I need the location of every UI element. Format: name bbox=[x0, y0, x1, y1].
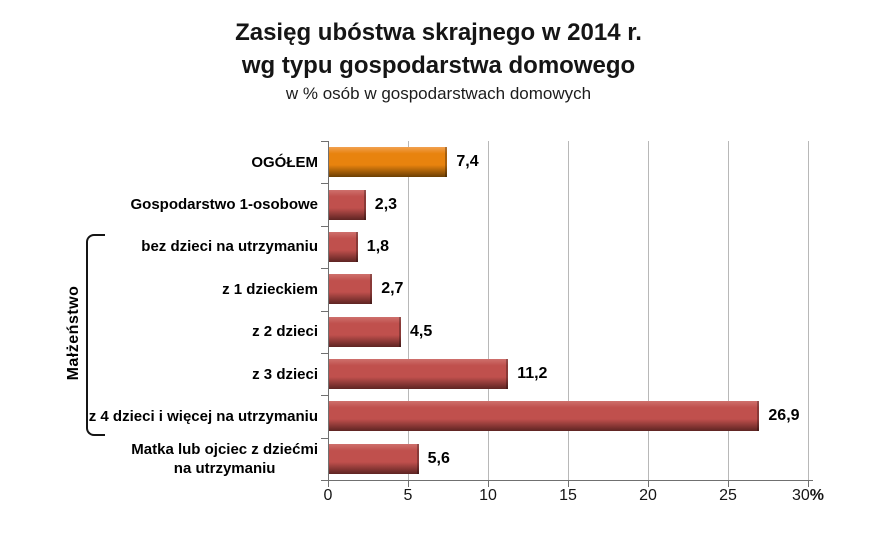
bar bbox=[329, 231, 358, 262]
x-tick-label: 20 bbox=[608, 487, 688, 505]
x-tick-label: 25 bbox=[688, 487, 768, 505]
x-tick-label: 0 bbox=[288, 487, 368, 505]
chart-title-line1: Zasięg ubóstwa skrajnego w 2014 r. bbox=[235, 19, 642, 46]
category-label: z 1 dzieckiem bbox=[50, 268, 318, 310]
category-label: Gospodarstwo 1-osobowe bbox=[50, 183, 318, 225]
x-tick-value: 20 bbox=[639, 487, 657, 504]
y-axis-tick bbox=[321, 438, 328, 439]
y-axis bbox=[328, 141, 329, 481]
x-axis-tick bbox=[568, 481, 569, 487]
gridline bbox=[728, 141, 729, 480]
value-label: 2,3 bbox=[374, 195, 398, 213]
y-axis-tick bbox=[321, 183, 328, 184]
gridline bbox=[808, 141, 809, 480]
x-axis-tick bbox=[328, 481, 329, 487]
y-axis-tick bbox=[321, 395, 328, 396]
x-axis-unit: % bbox=[809, 487, 825, 504]
category-label: z 4 dzieci i więcej na utrzymaniu bbox=[50, 395, 318, 437]
x-tick-value: 10 bbox=[479, 487, 497, 504]
bar bbox=[329, 274, 373, 305]
chart-subtitle: w % osób w gospodarstwach domowych bbox=[285, 84, 592, 103]
category-label: z 2 dzieci bbox=[50, 311, 318, 353]
category-label-text: Gospodarstwo 1-osobowe bbox=[130, 196, 318, 214]
bar bbox=[329, 443, 419, 474]
value-label: 4,5 bbox=[410, 322, 433, 340]
x-tick-value: 30 bbox=[791, 487, 810, 504]
chart-title-line2: wg typu gospodarstwa domowego bbox=[241, 52, 636, 79]
category-label-text: z 1 dzieckiem bbox=[222, 280, 318, 298]
gridline bbox=[568, 141, 569, 480]
group-bracket bbox=[86, 234, 105, 436]
gridline bbox=[488, 141, 489, 480]
y-axis-tick bbox=[321, 480, 328, 481]
y-axis-tick bbox=[321, 141, 328, 142]
x-tick-value: 25 bbox=[719, 487, 737, 504]
bar bbox=[329, 316, 401, 347]
value-label: 2,7 bbox=[381, 280, 404, 298]
group-axis-label: Małżeństwo bbox=[65, 285, 82, 381]
x-tick-value: 5 bbox=[403, 487, 413, 504]
y-axis-tick bbox=[321, 226, 328, 227]
category-label: bez dzieci na utrzymaniu bbox=[50, 226, 318, 268]
bar bbox=[329, 189, 366, 220]
gridline bbox=[408, 141, 409, 480]
value-label: 5,6 bbox=[427, 449, 450, 467]
category-label-text: z 3 dzieci bbox=[252, 365, 318, 383]
x-axis-tick bbox=[408, 481, 409, 487]
value-label: 1,8 bbox=[366, 237, 390, 255]
y-axis-tick bbox=[321, 353, 328, 354]
x-tick-value: 0 bbox=[323, 487, 333, 504]
category-label-text: z 4 dzieci i więcej na utrzymaniu bbox=[88, 407, 318, 425]
category-label-text: OGÓŁEM bbox=[251, 153, 318, 171]
category-label: Matka lub ojciec z dziećmi na utrzymaniu bbox=[50, 438, 318, 480]
x-axis-tick bbox=[728, 481, 729, 487]
x-tick-label: 5 bbox=[368, 487, 448, 505]
y-axis-tick bbox=[321, 311, 328, 312]
x-tick-label: 30% bbox=[768, 487, 848, 505]
category-label: OGÓŁEM bbox=[50, 141, 318, 183]
value-label: 26,9 bbox=[768, 407, 800, 425]
value-label: 11,2 bbox=[517, 365, 548, 383]
x-tick-value: 15 bbox=[559, 487, 577, 504]
category-label: z 3 dzieci bbox=[50, 353, 318, 395]
category-label-text: bez dzieci na utrzymaniu bbox=[141, 238, 318, 256]
y-axis-tick bbox=[321, 268, 328, 269]
x-tick-label: 15 bbox=[528, 487, 608, 505]
x-axis-tick bbox=[488, 481, 489, 487]
bar bbox=[329, 401, 760, 432]
x-axis-tick bbox=[808, 481, 809, 487]
x-tick-label: 10 bbox=[448, 487, 528, 505]
bar bbox=[329, 359, 509, 390]
chart-title-block: Zasięg ubóstwa skrajnego w 2014 r. wg ty… bbox=[0, 16, 877, 104]
value-label: 7,4 bbox=[456, 153, 479, 171]
x-axis-tick bbox=[648, 481, 649, 487]
category-label-text: z 2 dzieci bbox=[252, 323, 318, 341]
bar bbox=[329, 147, 448, 178]
category-label-text: Matka lub ojciec z dziećmi na utrzymaniu bbox=[131, 440, 318, 477]
x-axis bbox=[321, 480, 813, 481]
gridline bbox=[648, 141, 649, 480]
